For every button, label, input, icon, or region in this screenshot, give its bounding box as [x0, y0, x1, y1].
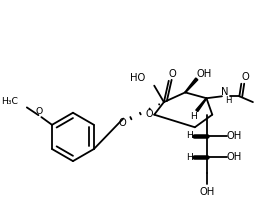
Text: O: O — [146, 109, 153, 119]
Polygon shape — [185, 78, 198, 93]
Text: O: O — [169, 69, 176, 79]
Text: O: O — [241, 72, 249, 82]
Text: H: H — [186, 153, 193, 162]
Text: O: O — [36, 107, 43, 116]
Text: H: H — [190, 112, 197, 121]
Text: H: H — [186, 131, 193, 140]
Polygon shape — [196, 98, 207, 112]
Text: OH: OH — [197, 69, 212, 79]
Text: N: N — [221, 87, 228, 97]
Text: OH: OH — [200, 187, 215, 197]
Text: OH: OH — [227, 131, 242, 141]
Text: H₃C: H₃C — [1, 97, 18, 106]
Text: H: H — [225, 96, 232, 105]
Text: HO: HO — [130, 73, 146, 83]
Text: O: O — [118, 118, 126, 128]
Text: OH: OH — [227, 152, 242, 162]
